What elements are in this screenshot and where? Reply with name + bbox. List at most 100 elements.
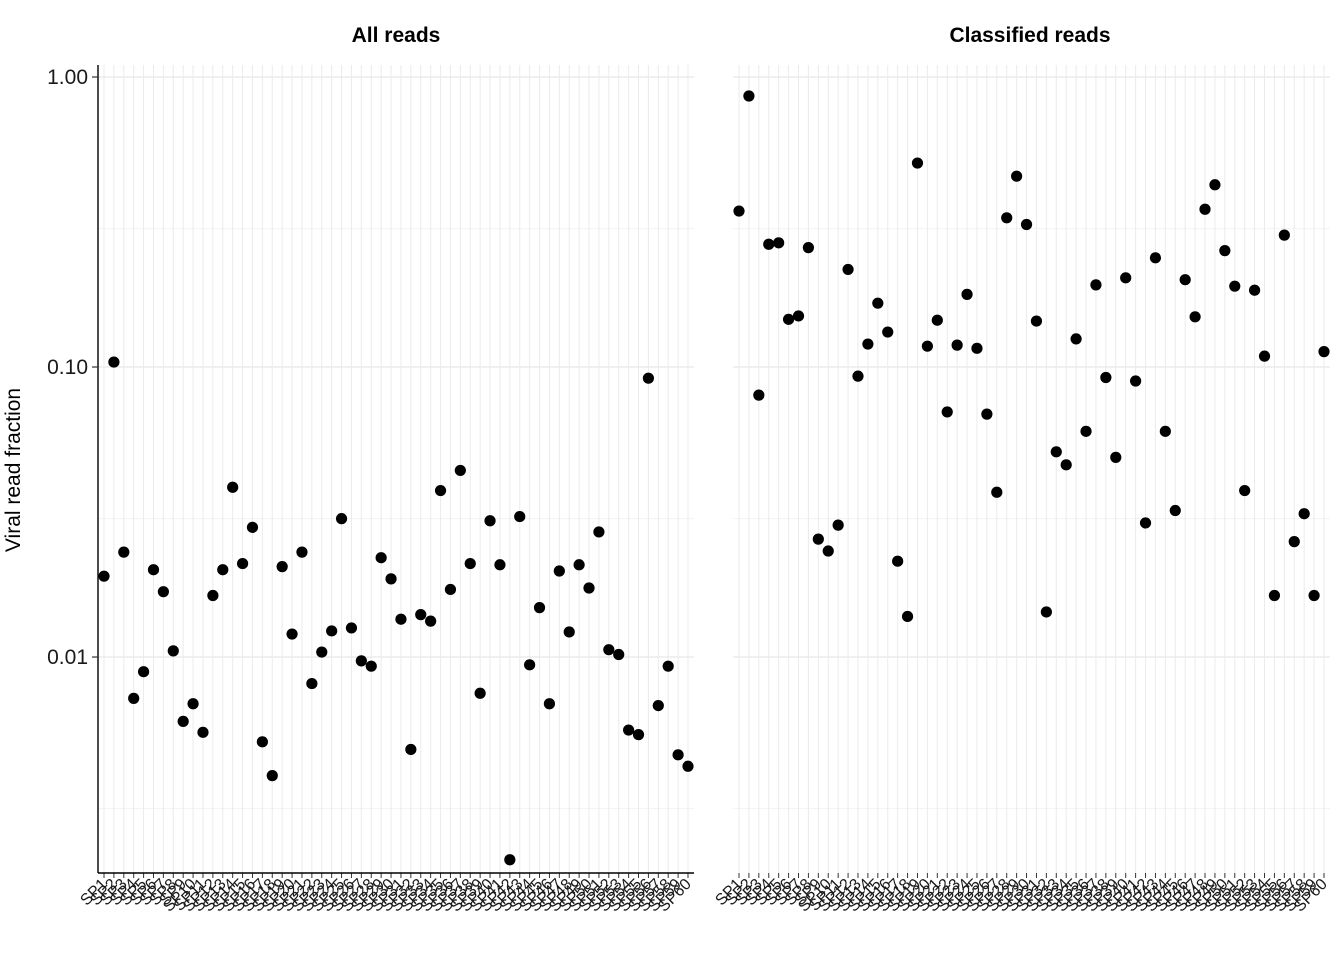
data-point [1229, 280, 1241, 292]
data-point [733, 205, 745, 217]
data-point [812, 533, 824, 545]
data-point [147, 564, 160, 576]
y-tick-label: 1.00 [47, 66, 88, 89]
data-point [662, 660, 674, 672]
data-point [355, 655, 367, 667]
data-point [1278, 229, 1290, 241]
data-point [553, 565, 565, 577]
data-point [971, 342, 983, 354]
data-point [593, 526, 605, 538]
data-point [1080, 425, 1092, 437]
data-point [425, 615, 437, 627]
data-point [822, 545, 834, 557]
data-point [118, 546, 130, 558]
y-axis-ticks: 0.01 0.10 1.00 [47, 66, 98, 669]
data-point [227, 481, 239, 493]
panel-all-reads-title: All reads [352, 24, 441, 47]
data-point [246, 521, 259, 533]
data-point [802, 242, 815, 254]
data-point [563, 626, 575, 638]
data-point [137, 666, 150, 678]
data-point [763, 238, 775, 250]
data-point [187, 698, 199, 710]
data-point [753, 389, 765, 401]
data-point [316, 646, 328, 658]
data-point [613, 648, 625, 661]
data-point [782, 313, 795, 325]
data-point [306, 677, 318, 690]
data-point [652, 699, 664, 712]
data-point [892, 555, 904, 567]
panel-all-reads-x-tick-labels: SP1SP2SP3SP4SP5SP6SP7SP8SP9SP10SP11SP12S… [77, 873, 695, 916]
panel-classified-reads-grid [733, 65, 1330, 873]
data-point [385, 573, 397, 585]
data-point [1308, 589, 1320, 602]
data-point [623, 724, 635, 736]
data-point [514, 510, 526, 523]
data-point [1288, 536, 1300, 548]
y-tick-label: 0.10 [47, 356, 88, 379]
data-point [276, 561, 288, 573]
data-point [1070, 333, 1082, 345]
data-point [474, 687, 486, 699]
data-point [1248, 284, 1261, 296]
data-point [792, 310, 805, 322]
data-point [1030, 315, 1043, 327]
data-point [256, 736, 268, 748]
data-point [991, 486, 1003, 498]
data-point [1169, 504, 1181, 517]
data-point [1100, 371, 1112, 384]
panel-all-reads-points [98, 356, 694, 866]
data-point [1298, 508, 1310, 520]
data-point [365, 660, 377, 672]
panel-classified-reads-points [733, 90, 1330, 623]
data-point [128, 692, 140, 704]
data-point [882, 326, 894, 338]
data-point [773, 237, 785, 249]
data-point [1268, 589, 1281, 602]
data-point [98, 570, 110, 582]
data-point [236, 557, 249, 570]
data-point [672, 749, 684, 761]
data-point [1239, 484, 1251, 497]
data-point [1060, 459, 1072, 471]
data-point [862, 338, 874, 350]
data-point [573, 559, 585, 571]
data-point [603, 644, 615, 656]
data-point [911, 157, 924, 169]
data-point [1159, 425, 1171, 437]
data-point [1120, 272, 1132, 284]
data-point [1001, 212, 1013, 224]
data-point [157, 586, 169, 598]
data-point [345, 622, 358, 634]
panel-classified-reads: Classified reads SP1SP2SP3SP4SP5SP6SP7SP… [712, 24, 1330, 916]
data-point [167, 645, 179, 657]
data-point [335, 513, 348, 525]
data-point [1139, 517, 1152, 529]
data-point [108, 356, 120, 368]
data-point [872, 297, 884, 309]
data-point [207, 589, 219, 602]
data-point [1199, 203, 1211, 215]
data-point [217, 564, 229, 576]
y-axis: 0.01 0.10 1.00 [47, 65, 694, 874]
data-point [533, 602, 546, 614]
data-point [981, 408, 993, 420]
data-point [961, 288, 973, 300]
data-point [266, 770, 278, 782]
data-point [177, 715, 189, 727]
data-point [1209, 179, 1221, 191]
data-point [1258, 350, 1271, 362]
data-point [296, 546, 308, 558]
data-point [1219, 245, 1231, 257]
y-tick-label: 0.01 [47, 646, 88, 669]
data-point [1040, 606, 1052, 618]
data-point [1189, 311, 1201, 323]
data-point [543, 698, 556, 710]
data-point [682, 760, 694, 772]
data-point [286, 628, 298, 640]
data-point [434, 484, 447, 497]
data-point [494, 559, 506, 571]
data-point [1130, 375, 1142, 387]
